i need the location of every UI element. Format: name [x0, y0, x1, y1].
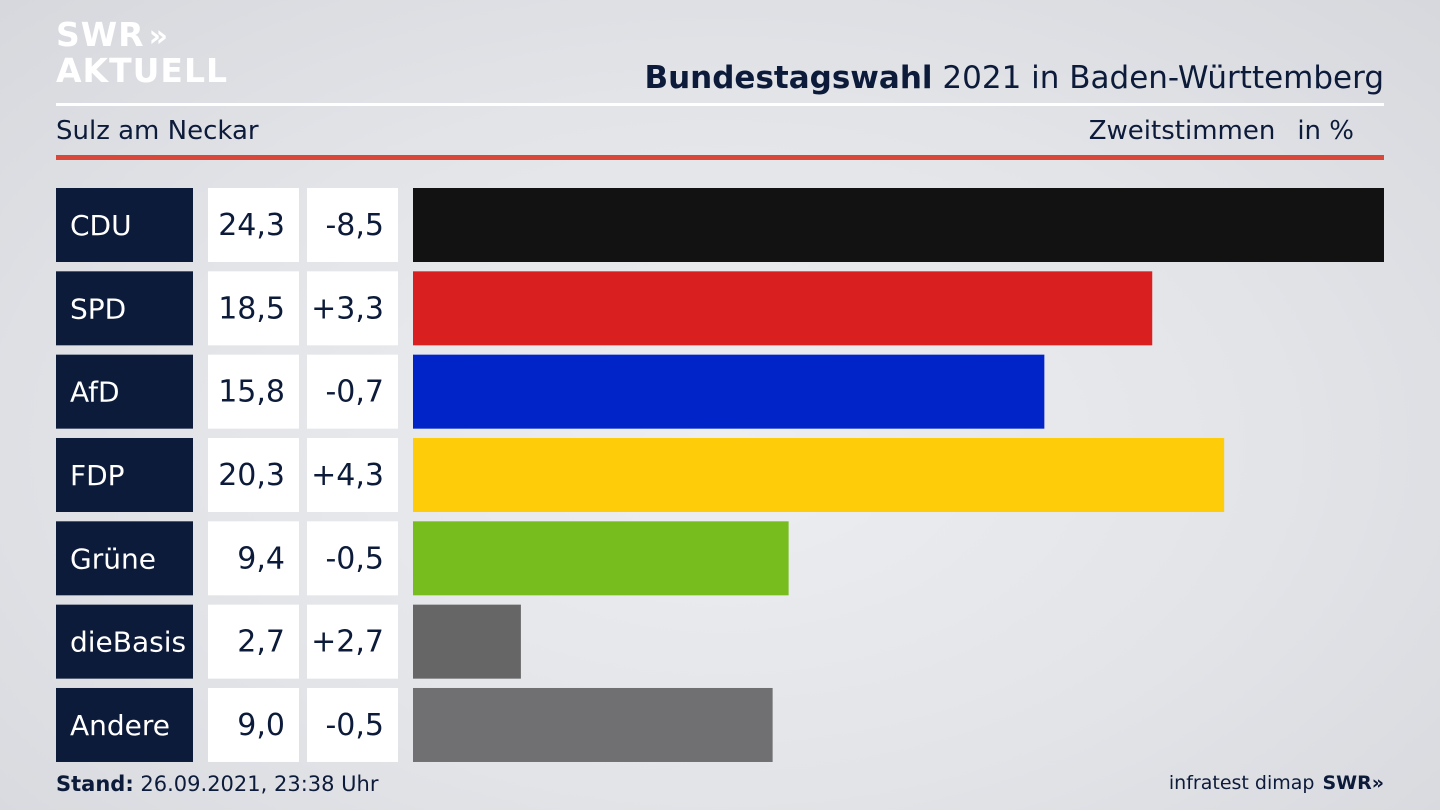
logo-swr-text: SWR: [56, 15, 145, 54]
change-label: +3,3: [311, 291, 384, 326]
bar-afd: [413, 354, 1045, 429]
value-box: [208, 354, 299, 429]
change-label: -0,5: [325, 541, 384, 576]
party-label: dieBasis: [70, 626, 186, 659]
party-label-box: [56, 354, 193, 429]
value-box: [208, 687, 299, 762]
page-title: Bundestagswahl 2021 in Baden-Württemberg: [644, 60, 1384, 96]
bar-cdu: [413, 188, 1384, 262]
value-label: 15,8: [218, 375, 285, 410]
change-label: -8,5: [325, 208, 384, 243]
bar-grüne: [413, 521, 789, 596]
stand-value: 26.09.2021, 23:38 Uhr: [133, 772, 379, 796]
value-box: [208, 437, 299, 512]
party-label-box: [56, 188, 193, 262]
value-box: [208, 521, 299, 596]
value-label: 9,0: [237, 708, 285, 743]
change-label: -0,5: [325, 708, 384, 743]
change-box: [307, 437, 398, 512]
change-label: +2,7: [311, 625, 384, 660]
change-label: +4,3: [311, 458, 384, 493]
party-label-box: [56, 521, 193, 596]
party-label-box: [56, 437, 193, 512]
change-box: [307, 271, 398, 346]
value-box: [208, 271, 299, 346]
logo-aktuell-text: AKTUELL: [56, 51, 229, 90]
party-label: CDU: [70, 209, 132, 242]
value-label: 9,4: [237, 541, 285, 576]
party-label: Grüne: [70, 542, 156, 575]
swr-aktuell-logo: SWR» AKTUELL: [56, 18, 228, 88]
value-label: 24,3: [218, 208, 285, 243]
party-label: AfD: [70, 376, 120, 409]
change-box: [307, 604, 398, 679]
value-box: [208, 188, 299, 262]
change-box: [307, 354, 398, 429]
measure-label: Zweitstimmen in %: [1089, 116, 1354, 146]
title-bold: Bundestagswahl: [644, 60, 933, 96]
change-label: -0,7: [325, 375, 384, 410]
header-divider: [56, 103, 1384, 106]
change-box: [307, 188, 398, 262]
unit-text: in %: [1297, 116, 1354, 146]
change-box: [307, 687, 398, 762]
value-label: 20,3: [218, 458, 285, 493]
party-label-box: [56, 271, 193, 346]
timestamp: Stand: 26.09.2021, 23:38 Uhr: [56, 772, 379, 796]
value-label: 18,5: [218, 291, 285, 326]
stand-label: Stand:: [56, 772, 134, 796]
location-label: Sulz am Neckar: [56, 116, 259, 146]
change-box: [307, 521, 398, 596]
bar-diebasis: [413, 604, 521, 679]
bar-spd: [413, 271, 1153, 346]
accent-divider: [56, 155, 1384, 160]
footer-swr-logo: SWR»: [1322, 772, 1384, 794]
party-label: SPD: [70, 292, 126, 325]
value-box: [208, 604, 299, 679]
party-label: Andere: [70, 709, 170, 742]
party-label: FDP: [70, 459, 125, 492]
measure-text: Zweitstimmen: [1088, 116, 1276, 146]
value-label: 2,7: [237, 625, 285, 660]
source-text: infratest dimap: [1168, 772, 1315, 794]
title-rest: 2021 in Baden-Württemberg: [932, 60, 1384, 96]
source-credit: infratest dimap SWR»: [1169, 772, 1384, 794]
party-label-box: [56, 604, 193, 679]
bar-fdp: [413, 437, 1225, 512]
party-label-box: [56, 687, 193, 762]
bar-andere: [413, 687, 773, 762]
